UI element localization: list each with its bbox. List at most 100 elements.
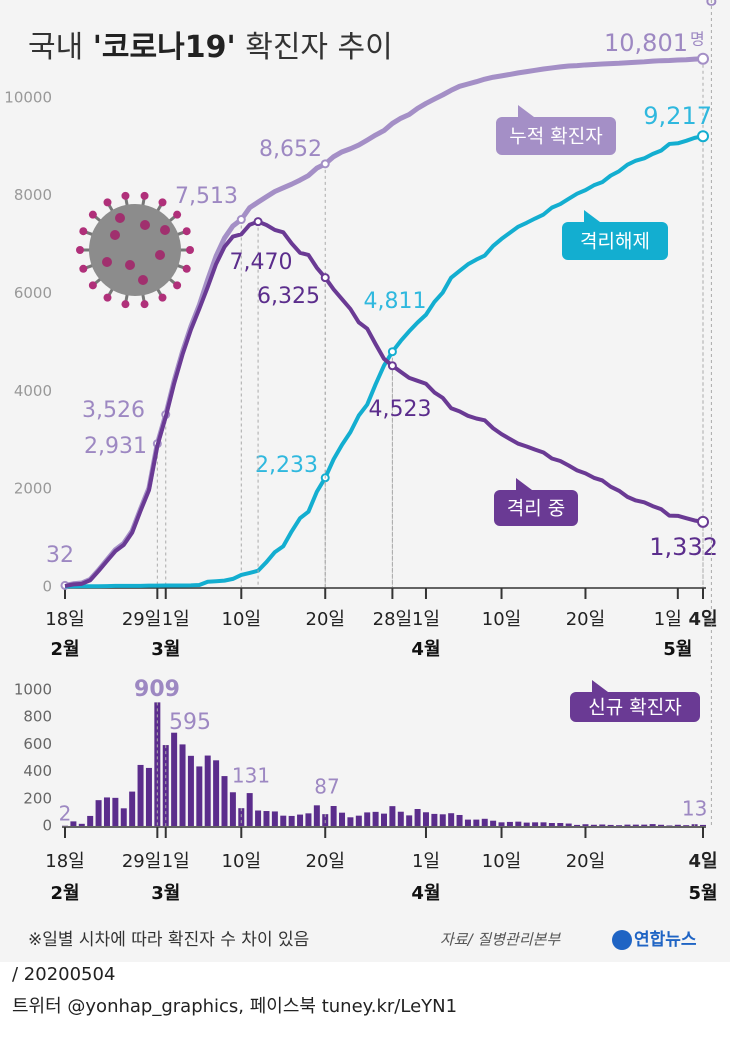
value-label: 595 [169,710,211,735]
label-pointer [516,478,532,490]
x-tick-label: 10일 [482,851,521,872]
y-tick-label: 0 [42,578,52,596]
value-label: 7,513 [175,184,238,209]
value-label: 2 [59,802,72,826]
y-tick-label: 6000 [14,284,52,302]
bar [87,815,94,826]
point-marker [387,361,397,371]
value-label: 7,470 [230,250,293,275]
virus-illustration [76,191,194,309]
bar [179,744,186,826]
x-tick-label: 18일 [45,851,84,872]
x-tick-label: 18일 [45,609,84,630]
virus-spike-head [79,227,88,236]
bar [372,811,379,826]
bar [246,793,253,826]
bar [137,764,144,826]
series-label-box [494,490,578,526]
bar [263,811,270,826]
bar [322,814,329,826]
x-tick-label: 1일 [412,851,440,872]
virus-spike-head [103,198,112,207]
x-tick-label: 4일 [688,851,717,872]
footnote: ※일별 시차에 따라 확진자 수 차이 있음 [28,930,309,950]
value-label: 1,332 [649,533,718,561]
bar [641,824,648,826]
point-marker [697,515,709,528]
label-pointer [518,105,534,117]
value-label: 8 [705,0,718,11]
bar [112,797,119,826]
x-tick-label: 28일 [373,609,412,630]
bar [187,755,194,826]
bar [305,813,312,826]
month-label: 2월 [50,639,79,660]
virus-dot [160,225,170,235]
y-tick-label: 1000 [14,681,52,699]
x-tick-label: 29일 [122,851,161,872]
bar [103,797,110,826]
y-tick-label: 0 [42,817,52,835]
bar [406,815,413,826]
bar [532,822,539,826]
virus-spike-head [79,264,88,273]
month-label: 5월 [663,639,692,660]
virus-dot [155,250,165,260]
bar [120,808,127,826]
bar [364,812,371,826]
series-label-box [562,222,668,260]
value-label: 2,931 [84,434,147,459]
x-tick-label: 4일 [688,609,717,630]
series-label: 신규 확진자 [588,697,681,719]
x-tick-label: 1일 [412,609,440,630]
series-label: 누적 확진자 [509,126,602,148]
y-tick-label: 800 [23,708,52,726]
virus-spike-head [88,210,97,219]
virus-spike-head [103,293,112,302]
unit-label: 명 [690,30,705,49]
virus-spike-head [121,300,130,309]
bar [397,811,404,826]
bar [674,824,681,826]
virus-dot [140,220,150,230]
month-label: 4월 [411,639,440,660]
chart-title: 국내 '코로나19' 확진자 추이 [28,30,393,65]
virus-spike-head [121,191,130,200]
virus-dot [110,230,120,240]
bar [607,824,614,826]
bar [297,814,304,826]
bar [229,792,236,826]
x-tick-label: 29일 [122,609,161,630]
bar [448,813,455,826]
bar [145,767,152,826]
bar [196,766,203,826]
virus-dot [115,213,125,223]
y-tick-label: 200 [23,789,52,807]
bar [355,815,362,826]
value-label: 4,523 [369,397,432,422]
bar [649,824,656,826]
label-pointer [584,210,600,222]
bar [506,821,513,826]
virus-spike-head [140,191,149,200]
value-label: 909 [134,677,180,702]
virus-spike-head [186,246,194,254]
bar [515,821,522,826]
x-tick-label: 20일 [566,609,605,630]
bar [330,806,337,826]
virus-dot [138,275,148,285]
bar [565,823,572,826]
line [65,134,704,589]
month-label: 5월 [688,883,717,904]
point-marker [253,217,263,227]
bar [439,814,446,826]
month-label: 4월 [411,883,440,904]
bar [464,819,471,826]
bar [666,825,673,826]
bar [456,814,463,826]
x-tick-label: 20일 [306,609,345,630]
value-label: 131 [232,764,270,788]
bar [548,823,555,826]
value-label: 2,233 [255,453,318,478]
bar [204,755,211,826]
